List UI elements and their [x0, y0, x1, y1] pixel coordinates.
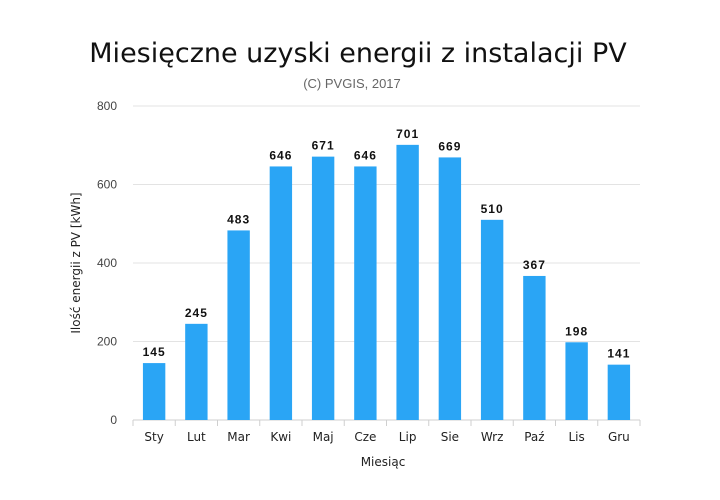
bar — [227, 230, 250, 420]
x-tick-label: Maj — [313, 430, 334, 444]
chart-subtitle: (C) PVGIS, 2017 — [303, 76, 401, 91]
x-tick-label: Lip — [399, 430, 417, 444]
data-label: 510 — [481, 202, 504, 216]
data-label: 646 — [269, 148, 292, 162]
y-tick-label: 0 — [110, 413, 117, 427]
y-tick-label: 200 — [97, 335, 117, 349]
x-tick-label: Mar — [227, 430, 250, 444]
data-label: 145 — [143, 345, 166, 359]
x-tick-label: Lis — [568, 430, 584, 444]
bar — [438, 157, 462, 421]
y-tick-label: 800 — [97, 99, 117, 113]
data-label: 245 — [185, 306, 208, 320]
y-tick-label: 400 — [97, 256, 117, 270]
x-tick-label: Cze — [354, 430, 376, 444]
grid: 0 200 400 600 800 — [97, 99, 641, 427]
bar — [269, 166, 293, 420]
y-tick-label: 600 — [97, 178, 117, 192]
data-label: 141 — [607, 347, 630, 361]
bar — [142, 363, 166, 420]
bars — [142, 144, 631, 421]
x-tick-label: Gru — [608, 430, 630, 444]
x-tick-label: Lut — [187, 430, 206, 444]
x-tick-label: Paź — [524, 430, 544, 444]
data-label: 646 — [354, 148, 377, 162]
bar — [396, 144, 419, 421]
x-tick-label: Wrz — [481, 430, 504, 444]
bar — [480, 219, 504, 420]
data-label: 483 — [227, 212, 250, 226]
x-tick-label: Sty — [144, 430, 163, 444]
data-label: 671 — [312, 139, 335, 153]
bar — [565, 342, 588, 420]
bar — [311, 156, 335, 420]
y-axis-label: Ilość energii z PV [kWh] — [69, 192, 83, 333]
x-tick-label: Kwi — [270, 430, 291, 444]
x-tick-label: Sie — [441, 430, 459, 444]
bar — [607, 364, 631, 420]
bar — [185, 323, 208, 420]
data-label: 669 — [438, 139, 461, 153]
data-label: 367 — [523, 258, 546, 272]
chart-title: Miesięczne uzyski energii z instalacji P… — [89, 38, 627, 69]
data-label: 701 — [396, 127, 419, 141]
data-label: 198 — [565, 324, 588, 338]
bar — [354, 166, 377, 420]
x-axis-label: Miesiąc — [361, 455, 406, 469]
labels: 145 Sty 245 Lut 483 Mar 646 Kwi 671 Maj 646 Cze 701 L… — [143, 127, 630, 444]
bar — [523, 275, 546, 420]
